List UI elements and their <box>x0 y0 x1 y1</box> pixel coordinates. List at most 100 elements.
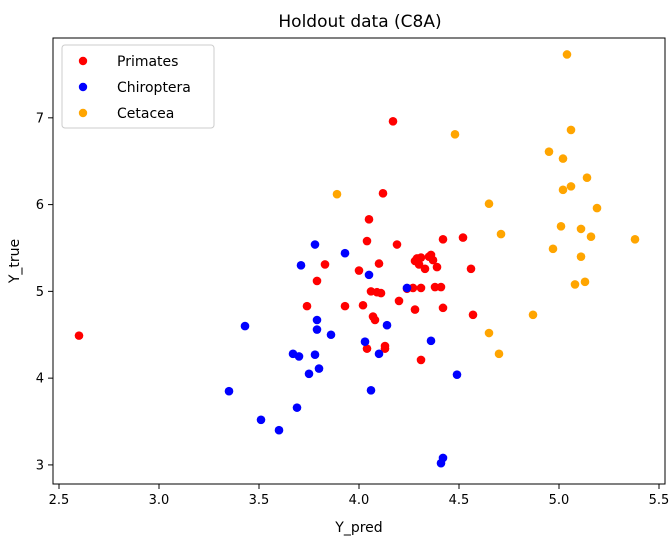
x-tick-label: 5.5 <box>649 493 670 508</box>
x-tick-label: 3.5 <box>249 493 270 508</box>
point-chiroptera <box>452 370 462 379</box>
point-chiroptera <box>340 248 350 258</box>
x-axis-label: Y_pred <box>334 520 382 536</box>
x-tick-label: 2.5 <box>49 493 70 508</box>
point-cetacea <box>558 154 568 163</box>
point-primates <box>428 255 438 265</box>
point-chiroptera <box>240 321 250 331</box>
point-cetacea <box>528 310 538 320</box>
point-primates <box>374 259 384 268</box>
point-cetacea <box>580 277 590 287</box>
point-cetacea <box>576 252 586 261</box>
point-cetacea <box>576 224 586 234</box>
legend-marker-chiroptera <box>78 82 88 92</box>
y-axis-label: Y_true <box>7 239 23 284</box>
point-cetacea <box>494 349 504 359</box>
point-primates <box>394 296 404 306</box>
point-chiroptera <box>374 349 384 359</box>
point-chiroptera <box>438 453 448 463</box>
point-cetacea <box>450 130 460 139</box>
point-cetacea <box>586 232 596 242</box>
point-primates <box>468 310 478 320</box>
point-cetacea <box>496 229 506 239</box>
point-primates <box>408 283 418 293</box>
point-primates <box>302 301 312 311</box>
legend-label-chiroptera: Chiroptera <box>117 80 191 96</box>
point-primates <box>320 260 330 269</box>
point-primates <box>436 282 446 292</box>
x-tick-label: 3.0 <box>149 493 170 508</box>
point-cetacea <box>484 199 494 209</box>
point-primates <box>362 236 372 246</box>
point-primates <box>420 264 430 274</box>
x-axis: 2.5 3.0 3.5 4.0 4.5 5.0 5.5 <box>49 484 670 508</box>
legend-label-primates: Primates <box>117 54 178 70</box>
point-primates <box>432 262 442 272</box>
y-tick-label: 4 <box>36 372 44 387</box>
point-chiroptera <box>426 336 436 346</box>
point-primates <box>358 300 368 310</box>
point-primates <box>354 266 364 275</box>
point-primates <box>410 305 420 314</box>
point-chiroptera <box>366 385 376 395</box>
point-primates <box>362 344 372 353</box>
point-chiroptera <box>364 270 374 280</box>
point-primates <box>416 253 426 262</box>
point-primates <box>378 189 388 198</box>
point-cetacea <box>562 50 572 59</box>
y-tick-label: 5 <box>36 285 44 300</box>
point-cetacea <box>582 173 592 183</box>
point-primates <box>388 116 398 126</box>
point-chiroptera <box>296 261 306 270</box>
point-cetacea <box>332 189 342 199</box>
point-primates <box>438 235 448 244</box>
point-primates <box>438 303 448 313</box>
chart-title: Holdout data (C8A) <box>278 12 441 32</box>
point-primates <box>392 240 402 249</box>
point-cetacea <box>592 203 602 213</box>
point-chiroptera <box>312 325 322 334</box>
legend-frame <box>61 44 215 129</box>
x-tick-label: 4.5 <box>449 493 470 508</box>
point-chiroptera <box>304 369 314 379</box>
legend-label-cetacea: Cetacea <box>117 106 174 122</box>
point-primates <box>376 288 386 298</box>
point-primates <box>416 355 426 365</box>
legend-marker-primates <box>78 56 88 66</box>
point-chiroptera <box>224 386 234 396</box>
point-chiroptera <box>312 315 322 325</box>
point-primates <box>380 344 390 353</box>
y-axis: 3 4 5 6 7 <box>36 111 53 473</box>
point-primates <box>74 331 84 340</box>
point-primates <box>416 283 426 293</box>
point-primates <box>364 215 374 224</box>
point-cetacea <box>566 182 576 191</box>
point-primates <box>430 282 440 292</box>
point-cetacea <box>558 185 568 195</box>
point-primates <box>340 301 350 311</box>
point-primates <box>414 260 424 269</box>
y-tick-label: 6 <box>36 198 44 213</box>
point-chiroptera <box>382 320 392 330</box>
point-primates <box>466 264 476 274</box>
point-chiroptera <box>360 337 370 346</box>
point-cetacea <box>566 125 576 135</box>
point-chiroptera <box>274 425 284 435</box>
point-chiroptera <box>314 364 324 373</box>
x-tick-label: 4.0 <box>349 493 370 508</box>
point-chiroptera <box>256 415 266 425</box>
point-cetacea <box>556 221 566 231</box>
point-chiroptera <box>310 350 320 360</box>
point-primates <box>370 315 380 325</box>
point-chiroptera <box>294 352 304 361</box>
data-points <box>74 50 640 468</box>
legend-marker-cetacea <box>78 108 88 118</box>
point-chiroptera <box>402 283 412 293</box>
point-chiroptera <box>310 240 320 249</box>
x-tick-label: 5.0 <box>549 493 570 508</box>
point-cetacea <box>570 280 580 289</box>
point-chiroptera <box>292 403 302 412</box>
point-cetacea <box>544 147 554 156</box>
point-cetacea <box>630 235 640 244</box>
